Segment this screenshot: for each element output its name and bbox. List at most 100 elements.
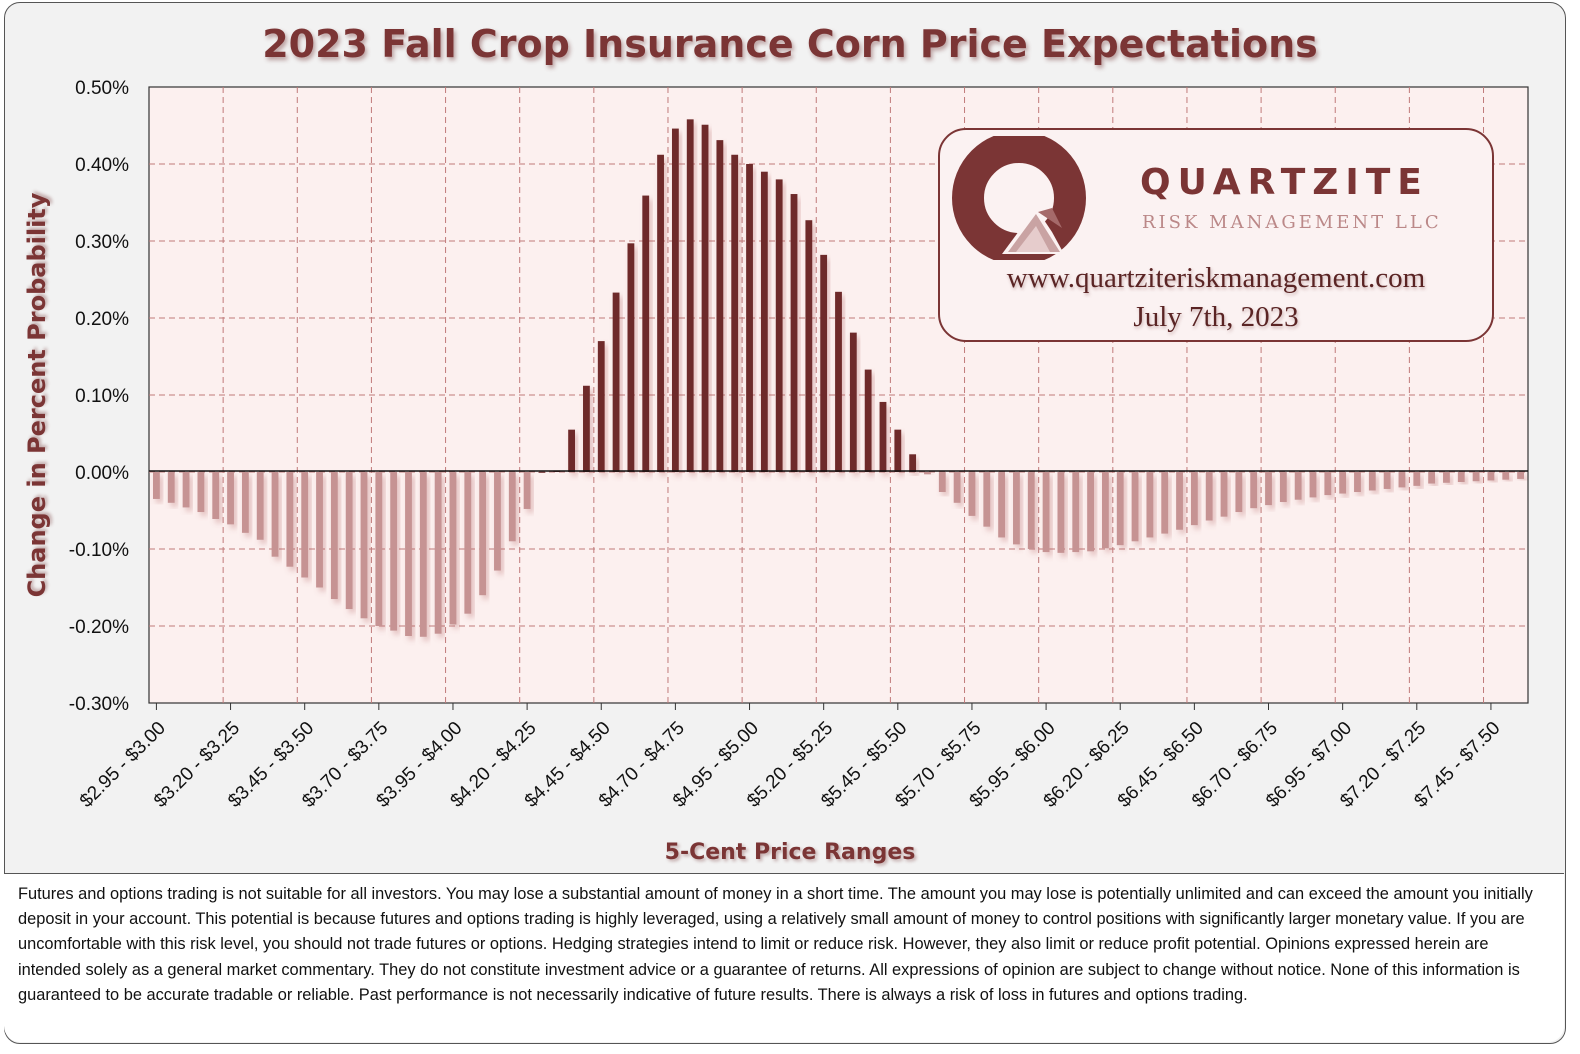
bar-negative [449,472,457,625]
bar-negative [256,472,264,540]
bar-positive [716,140,724,472]
bar-negative [1220,472,1228,517]
bar-negative [1131,472,1139,542]
bar-positive [849,332,857,472]
brand-subtitle: RISK MANAGEMENT LLC [1142,212,1442,233]
bar-negative [1443,472,1450,483]
y-tick-label: -0.20% [69,617,129,638]
bar-negative [508,472,516,542]
bar-positive [701,124,709,472]
bar-negative [153,472,160,499]
bar-negative [479,472,487,596]
bar-negative [1487,472,1495,481]
bar-positive [597,341,605,472]
logo-box: QUARTZITE RISK MANAGEMENT LLC www.quartz… [938,128,1494,342]
y-tick-label: 0.00% [75,463,129,484]
bar-negative [375,472,383,626]
bar-negative [1279,472,1287,503]
website-url: www.quartziteriskmanagement.com [1006,262,1426,294]
y-tick-label: 0.50% [75,78,129,99]
bar-negative [1413,472,1421,486]
bar-negative [1428,472,1436,484]
bar-negative [494,472,501,571]
bar-negative [1339,472,1347,494]
bar-positive [805,220,813,472]
bar-positive [790,194,798,472]
bar-negative [330,472,338,600]
bar-negative [1398,472,1406,488]
bar-negative [434,472,442,634]
y-tick-label: 0.40% [75,155,129,176]
bar-negative [983,472,991,527]
bar-negative [390,472,398,631]
bar-positive [568,429,576,472]
y-tick-label: -0.30% [69,694,129,715]
bar-negative [464,472,472,614]
bar-negative [1013,472,1020,545]
bar-negative [182,472,190,508]
bar-negative [1042,472,1050,553]
bar-positive [538,472,546,473]
bar-negative [1146,472,1154,538]
bar-positive [612,292,620,472]
bar-negative [1457,472,1465,483]
bar-negative [405,472,412,637]
bar-negative [1324,472,1332,496]
chart-svg: 0.50% 0.40% 0.30% 0.20% 0.10% 0.00% -0.10% -0.2… [69,78,1529,812]
bar-negative [1116,472,1124,546]
chart-date: July 7th, 2023 [1133,301,1299,333]
bar-negative [212,472,220,519]
chart-title: 2023 Fall Crop Insurance Corn Price Expe… [262,22,1318,66]
bar-positive [642,195,650,472]
bar-negative [419,472,427,637]
bar-negative [1517,472,1524,479]
bar-positive [864,369,872,472]
bar-positive [627,243,635,472]
bar-positive [820,254,828,472]
bar-negative [1190,472,1198,526]
bar-negative [1087,472,1094,552]
bar-negative [938,472,946,493]
bar-negative [1265,472,1272,506]
bar-positive [879,401,887,472]
bar-negative [998,472,1006,538]
bar-negative [1101,472,1109,549]
bar-positive [583,385,590,472]
bar-positive [671,128,679,472]
bar-negative [523,472,531,509]
bar-negative [286,472,294,567]
x-axis-label: 5-Cent Price Ranges [664,840,916,865]
bar-negative [227,472,234,525]
y-axis-label: Change in Percent Probability [23,192,51,598]
bar-negative [360,472,368,619]
bar-negative [1072,472,1080,553]
bar-positive [835,291,842,472]
bar-positive [775,179,783,472]
disclaimer-text: Futures and options trading is not suita… [4,873,1564,1042]
bar-positive [746,164,753,472]
bar-negative [241,472,249,533]
bar-negative [197,472,205,513]
bar-negative [1502,472,1510,480]
bar-positive [731,154,739,472]
bar-negative [301,472,309,578]
bar-negative [953,472,961,503]
quartzite-logo-icon [952,136,1086,260]
y-tick-label: 0.20% [75,309,129,330]
bar-negative [924,472,931,475]
y-tick-label: 0.10% [75,386,129,407]
bar-positive [760,171,768,472]
bar-positive [657,154,664,472]
bar-negative [271,472,279,557]
bar-negative [345,472,353,610]
bar-negative [1027,472,1035,549]
bar-negative [1309,472,1317,498]
y-tick-label: 0.30% [75,232,129,253]
bar-negative [1176,472,1183,530]
bar-negative [1368,472,1376,491]
bar-negative [1250,472,1258,509]
bar-negative [316,472,323,588]
brand-name: QUARTZITE [1140,162,1429,203]
bar-negative [1235,472,1243,513]
bar-negative [1057,472,1065,553]
